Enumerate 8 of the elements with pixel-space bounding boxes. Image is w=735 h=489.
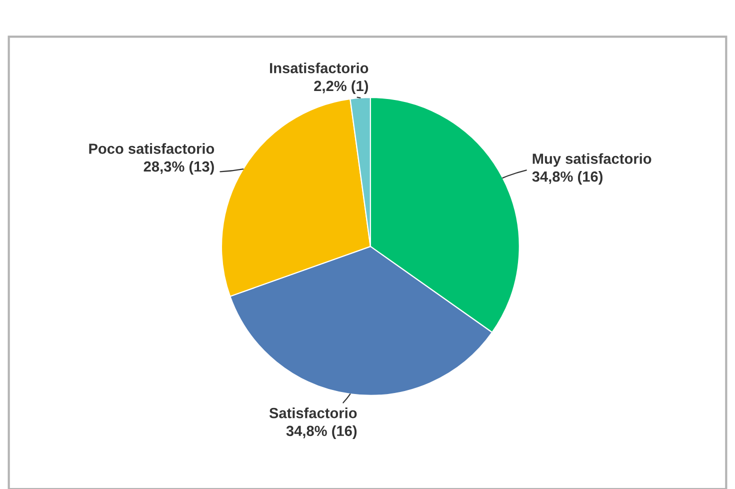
slice-label: Insatisfactorio: [270, 62, 368, 74]
data-label: 34,8% (16): [532, 171, 602, 185]
data-label: 2,2% (1): [314, 80, 368, 94]
slice-label: Satisfactorio: [269, 408, 357, 418]
slice-label: Muy satisfactorio: [532, 153, 652, 167]
data-label: 28,3% (13): [144, 160, 214, 175]
data-label: 34,8% (16): [286, 425, 357, 439]
slice-label: Poco satisfactorio: [89, 143, 214, 154]
